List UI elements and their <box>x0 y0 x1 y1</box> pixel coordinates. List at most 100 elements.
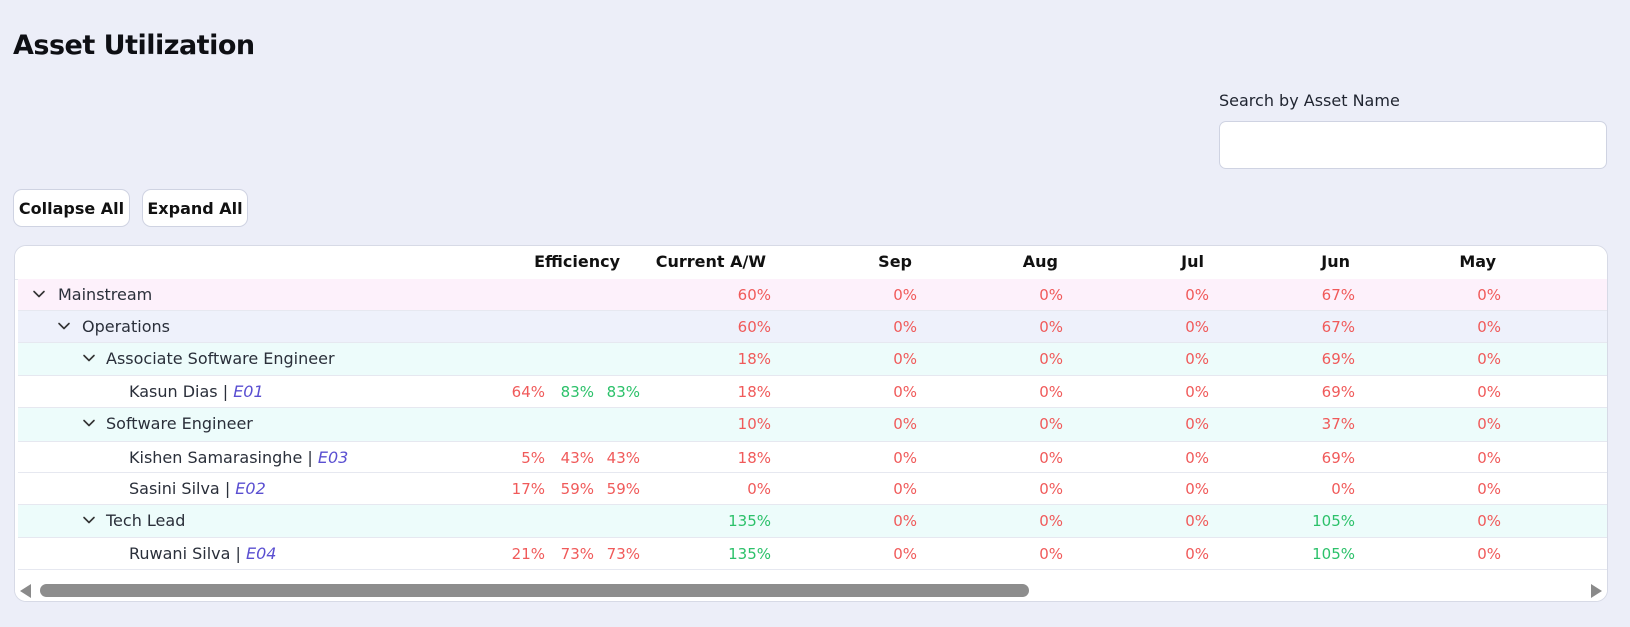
table-row: Sasini Silva | E02 17% 59% 59% 0% 0% 0% 0% 0% 0% <box>18 473 1607 505</box>
name-separator: | <box>230 544 246 563</box>
value-cell: 0% <box>1477 286 1501 304</box>
value-cell: 0% <box>1477 545 1501 563</box>
value-cell: 67% <box>1321 286 1355 304</box>
expand-all-button[interactable]: Expand All <box>142 189 248 227</box>
asset-code: E02 <box>235 479 266 498</box>
row-name: Associate Software Engineer <box>106 349 335 368</box>
value-cell: 0% <box>893 415 917 433</box>
triangle-right-icon[interactable] <box>1591 584 1602 598</box>
table-row: Kishen Samarasinghe | E03 5% 43% 43% 18% 0% 0%… <box>18 442 1607 473</box>
value-cell: 0% <box>1039 480 1063 498</box>
asset-name: Ruwani Silva <box>129 544 231 563</box>
value-cell: 0% <box>1185 415 1209 433</box>
value-cell: 0% <box>1331 480 1355 498</box>
row-name: Sasini Silva | E02 <box>129 479 266 498</box>
horizontal-scrollbar[interactable] <box>15 579 1607 601</box>
group-row[interactable]: Mainstream 60% 0% 0% 0% 67% 0% <box>18 279 1607 311</box>
value-cell: 60% <box>737 286 771 304</box>
asset-code: E03 <box>317 448 349 467</box>
efficiency-value: 21% <box>511 545 545 563</box>
value-cell: 0% <box>1039 545 1063 563</box>
value-cell: 10% <box>737 415 771 433</box>
efficiency-value: 17% <box>511 480 545 498</box>
efficiency-value: 5% <box>521 449 545 467</box>
efficiency-value: 59% <box>560 480 594 498</box>
value-cell: 105% <box>1312 545 1355 563</box>
value-cell: 0% <box>1185 383 1209 401</box>
value-cell: 0% <box>1477 350 1501 368</box>
value-cell: 0% <box>893 545 917 563</box>
group-row[interactable]: Operations 60% 0% 0% 0% 67% 0% <box>18 311 1607 343</box>
search-label: Search by Asset Name <box>1219 91 1400 110</box>
header-jul: Jul <box>1181 252 1204 271</box>
table-row: Kasun Dias | E01 64% 83% 83% 18% 0% 0% 0% 69% 0% <box>18 376 1607 408</box>
value-cell: 0% <box>1185 449 1209 467</box>
header-jun: Jun <box>1321 252 1350 271</box>
value-cell: 0% <box>1185 350 1209 368</box>
chevron-down-icon[interactable] <box>56 318 72 334</box>
header-sep: Sep <box>878 252 912 271</box>
value-cell: 0% <box>1039 318 1063 336</box>
efficiency-value: 83% <box>606 383 640 401</box>
value-cell: 0% <box>1185 318 1209 336</box>
value-cell: 0% <box>893 350 917 368</box>
efficiency-value: 73% <box>606 545 640 563</box>
value-cell: 69% <box>1321 383 1355 401</box>
value-cell: 18% <box>737 350 771 368</box>
group-row[interactable]: Software Engineer 10% 0% 0% 0% 37% 0% <box>18 408 1607 442</box>
efficiency-value: 59% <box>606 480 640 498</box>
asset-name: Software Engineer <box>106 414 253 433</box>
value-cell: 0% <box>1039 512 1063 530</box>
chevron-down-icon[interactable] <box>81 415 97 431</box>
chevron-down-icon[interactable] <box>81 350 97 366</box>
row-name: Tech Lead <box>106 511 185 530</box>
chevron-down-icon[interactable] <box>31 286 47 302</box>
search-input[interactable] <box>1219 121 1607 169</box>
efficiency-value: 43% <box>560 449 594 467</box>
value-cell: 67% <box>1321 318 1355 336</box>
asset-name: Tech Lead <box>106 511 186 530</box>
value-cell: 0% <box>1039 383 1063 401</box>
row-name: Software Engineer <box>106 414 253 433</box>
row-name: Kasun Dias | E01 <box>129 382 264 401</box>
name-separator: | <box>217 382 234 401</box>
group-row[interactable]: Tech Lead 135% 0% 0% 0% 105% 0% <box>18 505 1607 538</box>
value-cell: 0% <box>893 318 917 336</box>
asset-name: Sasini Silva <box>129 479 220 498</box>
value-cell: 135% <box>728 512 771 530</box>
value-cell: 0% <box>1185 286 1209 304</box>
value-cell: 0% <box>893 480 917 498</box>
header-aug: Aug <box>1022 252 1058 271</box>
value-cell: 0% <box>1477 480 1501 498</box>
value-cell: 0% <box>1185 512 1209 530</box>
header-may: May <box>1459 252 1496 271</box>
value-cell: 0% <box>1185 545 1209 563</box>
value-cell: 0% <box>893 512 917 530</box>
value-cell: 69% <box>1321 449 1355 467</box>
value-cell: 0% <box>747 480 771 498</box>
efficiency-value: 64% <box>511 383 545 401</box>
asset-code: E01 <box>233 382 264 401</box>
value-cell: 0% <box>1039 415 1063 433</box>
chevron-down-icon[interactable] <box>81 512 97 528</box>
group-row[interactable]: Associate Software Engineer 18% 0% 0% 0% 69% 0… <box>18 343 1607 376</box>
asset-name: Kishen Samarasinghe <box>129 448 303 467</box>
value-cell: 105% <box>1312 512 1355 530</box>
value-cell: 0% <box>893 286 917 304</box>
value-cell: 0% <box>1477 318 1501 336</box>
triangle-left-icon[interactable] <box>20 584 31 598</box>
value-cell: 0% <box>1477 449 1501 467</box>
value-cell: 0% <box>893 383 917 401</box>
collapse-all-button[interactable]: Collapse All <box>13 189 130 227</box>
table-row: Ruwani Silva | E04 21% 73% 73% 135% 0% 0% 0% 105… <box>18 538 1607 570</box>
value-cell: 0% <box>1039 350 1063 368</box>
value-cell: 0% <box>1185 480 1209 498</box>
value-cell: 0% <box>1477 383 1501 401</box>
efficiency-value: 73% <box>560 545 594 563</box>
value-cell: 60% <box>737 318 771 336</box>
asset-name: Kasun Dias <box>129 382 218 401</box>
value-cell: 0% <box>893 449 917 467</box>
asset-name: Associate Software Engineer <box>106 349 335 368</box>
scroll-thumb[interactable] <box>40 584 1029 597</box>
row-name: Operations <box>82 317 170 336</box>
